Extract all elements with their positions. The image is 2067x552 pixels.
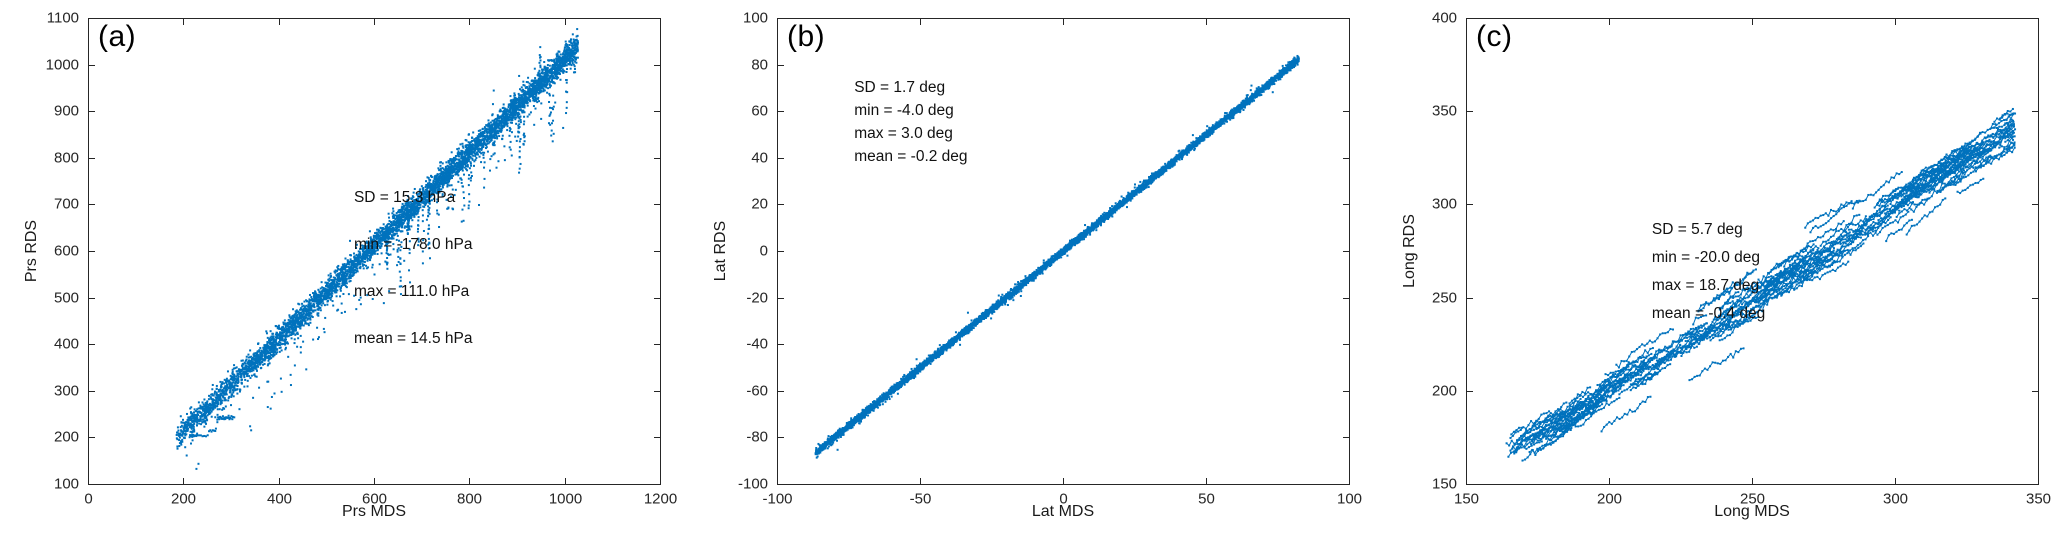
stat-line-max: max = 111.0 hPa xyxy=(353,283,470,301)
panel-label-c: (c) xyxy=(1476,20,1513,53)
stats-annotation-a: SD = 15.3 hPa min = -178.0 hPa max = 111… xyxy=(354,174,473,362)
stat-line-sd: SD = 5.7 deg xyxy=(1651,221,1743,239)
panel-label-a: (a) xyxy=(98,20,137,53)
stats-annotation-b: SD = 1.7 deg min = -4.0 deg max = 3.0 de… xyxy=(854,76,967,168)
pressure-scatter-canvas xyxy=(0,0,689,552)
x-axis-label-long-mds: Long MDS xyxy=(1714,503,1790,520)
y-axis-label-prs-rds: Prs RDS xyxy=(23,219,40,283)
stats-annotation-c: SD = 5.7 deg min = -20.0 deg max = 18.7 … xyxy=(1652,216,1765,328)
x-axis-label-lat-mds: Lat MDS xyxy=(1031,503,1095,520)
stat-line-min: min = -178.0 hPa xyxy=(353,236,473,254)
stat-line-mean: mean = -0.2 deg xyxy=(854,148,968,166)
y-axis-label-long-rds: Long RDS xyxy=(1401,214,1418,288)
panel-c-longitude: (c) Long RDS Long MDS SD = 5.7 deg min =… xyxy=(1378,0,2067,552)
longitude-scatter-canvas xyxy=(1378,0,2067,552)
stat-line-min: min = -4.0 deg xyxy=(854,102,954,120)
panel-b-latitude: (b) Lat RDS Lat MDS SD = 1.7 deg min = -… xyxy=(689,0,1378,552)
panel-a-pressure: (a) Prs RDS Prs MDS SD = 15.3 hPa min = … xyxy=(0,0,689,552)
stat-line-min: min = -20.0 deg xyxy=(1651,249,1761,267)
stat-line-mean: mean = -0.4 deg xyxy=(1651,305,1766,323)
y-axis-label-lat-rds: Lat RDS xyxy=(712,220,729,282)
panel-label-b: (b) xyxy=(787,20,826,53)
x-axis-label-prs-mds: Prs MDS xyxy=(342,503,406,520)
stat-line-max: max = 3.0 deg xyxy=(854,125,953,143)
stat-line-max: max = 18.7 deg xyxy=(1651,277,1760,295)
latitude-scatter-canvas xyxy=(689,0,1378,552)
stat-line-sd: SD = 15.3 hPa xyxy=(353,189,456,207)
stat-line-mean: mean = 14.5 hPa xyxy=(353,330,473,348)
stat-line-sd: SD = 1.7 deg xyxy=(854,79,946,97)
